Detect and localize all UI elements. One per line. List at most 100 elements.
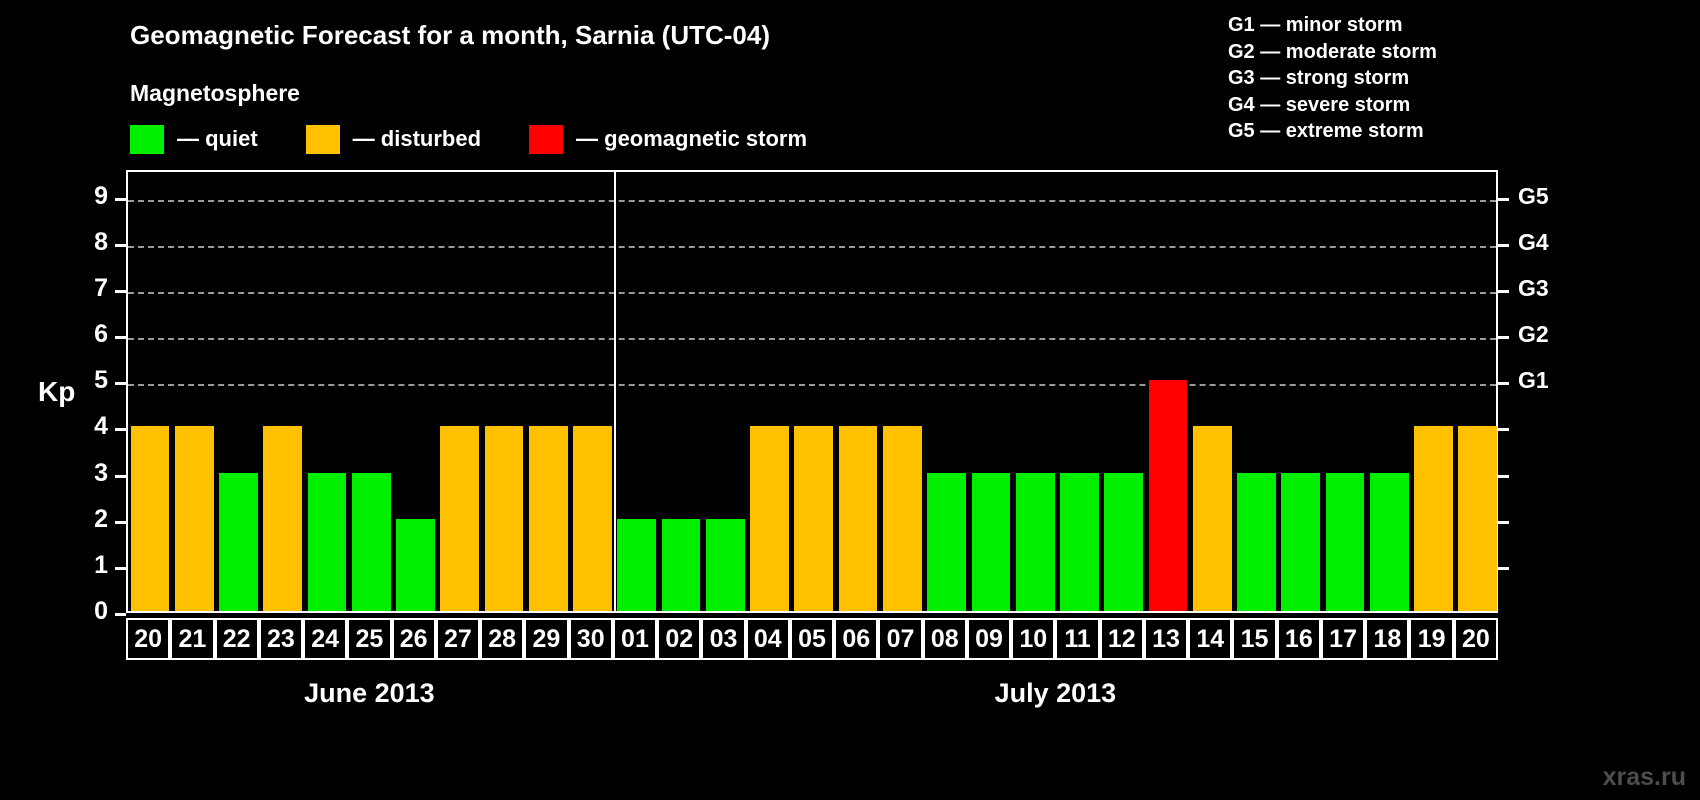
date-cell-11: 11 xyxy=(1055,618,1100,660)
bar-day-14 xyxy=(1192,426,1232,611)
y-tick-right-4 xyxy=(1498,428,1509,432)
y-axis-title: Kp xyxy=(38,376,76,407)
y-tick-4 xyxy=(115,428,126,432)
date-cell-12: 12 xyxy=(1099,618,1144,660)
orange-square-icon xyxy=(305,124,340,154)
y-tick-label-8: 8 xyxy=(94,227,108,256)
gscale-line-4: G4 — severe storm xyxy=(1228,93,1411,116)
y-tick-6 xyxy=(115,336,126,340)
y-label-G4: G4 xyxy=(1518,228,1549,255)
gridline-kp-8 xyxy=(128,245,1496,248)
y-tick-label-3: 3 xyxy=(94,458,108,487)
bar-day-15 xyxy=(1237,472,1276,611)
legend-label: — geomagnetic storm xyxy=(576,126,808,151)
date-cell-17: 17 xyxy=(1320,618,1366,660)
y-tick-label-1: 1 xyxy=(94,550,108,579)
bar-day-12 xyxy=(1104,472,1144,611)
bar-day-22 xyxy=(219,472,258,611)
bar-day-06 xyxy=(838,426,878,611)
bars-layer xyxy=(128,172,1498,611)
date-cell-27: 27 xyxy=(435,618,481,660)
gridline-kp-6 xyxy=(128,338,1496,341)
chart-plot-area xyxy=(126,170,1498,613)
y-tick-label-4: 4 xyxy=(94,412,108,441)
date-cell-20: 20 xyxy=(126,618,171,660)
bar-day-09 xyxy=(971,472,1011,611)
bar-day-01 xyxy=(617,518,657,611)
y-tick-right-1 xyxy=(1498,566,1509,570)
date-cell-24: 24 xyxy=(303,618,348,660)
bar-day-23 xyxy=(263,426,303,611)
y-tick-2 xyxy=(115,520,126,524)
red-square-icon xyxy=(529,124,564,154)
date-cell-30: 30 xyxy=(568,618,613,660)
y-tick-9 xyxy=(115,197,126,201)
date-cell-28: 28 xyxy=(480,618,525,660)
y-tick-right-5 xyxy=(1498,382,1509,386)
magnetosphere-heading: Magnetosphere xyxy=(130,80,300,106)
page-title: Geomagnetic Forecast for a month, Sarnia… xyxy=(130,20,771,50)
y-tick-right-9 xyxy=(1498,197,1509,201)
green-square-icon xyxy=(130,124,164,154)
y-tick-right-8 xyxy=(1498,243,1509,247)
bar-day-11 xyxy=(1060,472,1099,611)
date-cell-08: 08 xyxy=(922,618,967,660)
y-tick-0 xyxy=(115,613,126,616)
date-cell-25: 25 xyxy=(347,618,392,660)
month-divider-line xyxy=(613,172,616,611)
bar-day-25 xyxy=(351,472,391,611)
y-tick-right-6 xyxy=(1498,336,1509,340)
date-cell-13: 13 xyxy=(1143,618,1189,660)
date-cell-06: 06 xyxy=(834,618,879,660)
y-tick-label-2: 2 xyxy=(94,504,108,533)
bar-day-24 xyxy=(307,472,347,611)
bar-day-10 xyxy=(1015,472,1055,611)
y-tick-right-7 xyxy=(1498,289,1509,293)
bar-day-16 xyxy=(1281,472,1321,611)
date-cell-26: 26 xyxy=(391,618,436,660)
bar-day-07 xyxy=(882,426,922,611)
date-label-row: 20 21 22 23 24 25 26 27 28 29 30 01 02 03 04 05 06 07 08 09… xyxy=(126,618,1498,660)
bar-day-21 xyxy=(174,426,214,611)
gscale-line-5: G5 — extreme storm xyxy=(1228,120,1424,142)
y-tick-label-5: 5 xyxy=(94,366,108,395)
legend-label: — disturbed xyxy=(352,126,482,151)
date-cell-15: 15 xyxy=(1232,618,1277,660)
bar-day-17 xyxy=(1325,472,1365,611)
bar-day-18 xyxy=(1369,472,1409,611)
y-tick-3 xyxy=(115,474,126,478)
date-cell-16: 16 xyxy=(1276,618,1321,660)
date-cell-03: 03 xyxy=(701,618,746,660)
bar-day-13 xyxy=(1148,380,1188,611)
date-cell-10: 10 xyxy=(1011,618,1056,660)
date-cell-05: 05 xyxy=(789,618,835,660)
date-cell-21: 21 xyxy=(170,618,215,660)
bar-day-04 xyxy=(750,426,789,611)
bar-day-26 xyxy=(396,518,435,611)
y-tick-1 xyxy=(115,566,126,570)
date-cell-29: 29 xyxy=(524,618,569,660)
bar-day-27 xyxy=(440,426,480,611)
date-cell-04: 04 xyxy=(745,618,790,660)
y-tick-5 xyxy=(115,382,126,386)
legend-label: — quiet xyxy=(177,126,258,151)
date-cell-22: 22 xyxy=(214,618,259,660)
bar-day-29 xyxy=(528,426,568,611)
date-cell-01: 01 xyxy=(612,618,658,660)
month-caption-0: June 2013 xyxy=(304,678,435,708)
gridline-kp-5 xyxy=(128,384,1496,387)
bar-day-08 xyxy=(927,472,966,611)
bar-day-20 xyxy=(130,426,170,611)
date-cell-07: 07 xyxy=(878,618,923,660)
gscale-legend: G1 — minor storm G2 — moderate storm G3 — … xyxy=(1228,12,1437,145)
date-cell-19: 19 xyxy=(1409,618,1454,660)
bar-day-02 xyxy=(661,518,701,611)
bar-day-05 xyxy=(794,426,834,611)
date-cell-23: 23 xyxy=(258,618,304,660)
bar-day-03 xyxy=(705,518,745,611)
date-cell-18: 18 xyxy=(1365,618,1410,660)
bar-day-30 xyxy=(573,426,612,611)
y-tick-right-3 xyxy=(1498,474,1509,478)
y-label-G5: G5 xyxy=(1518,182,1549,209)
y-tick-8 xyxy=(115,243,126,247)
